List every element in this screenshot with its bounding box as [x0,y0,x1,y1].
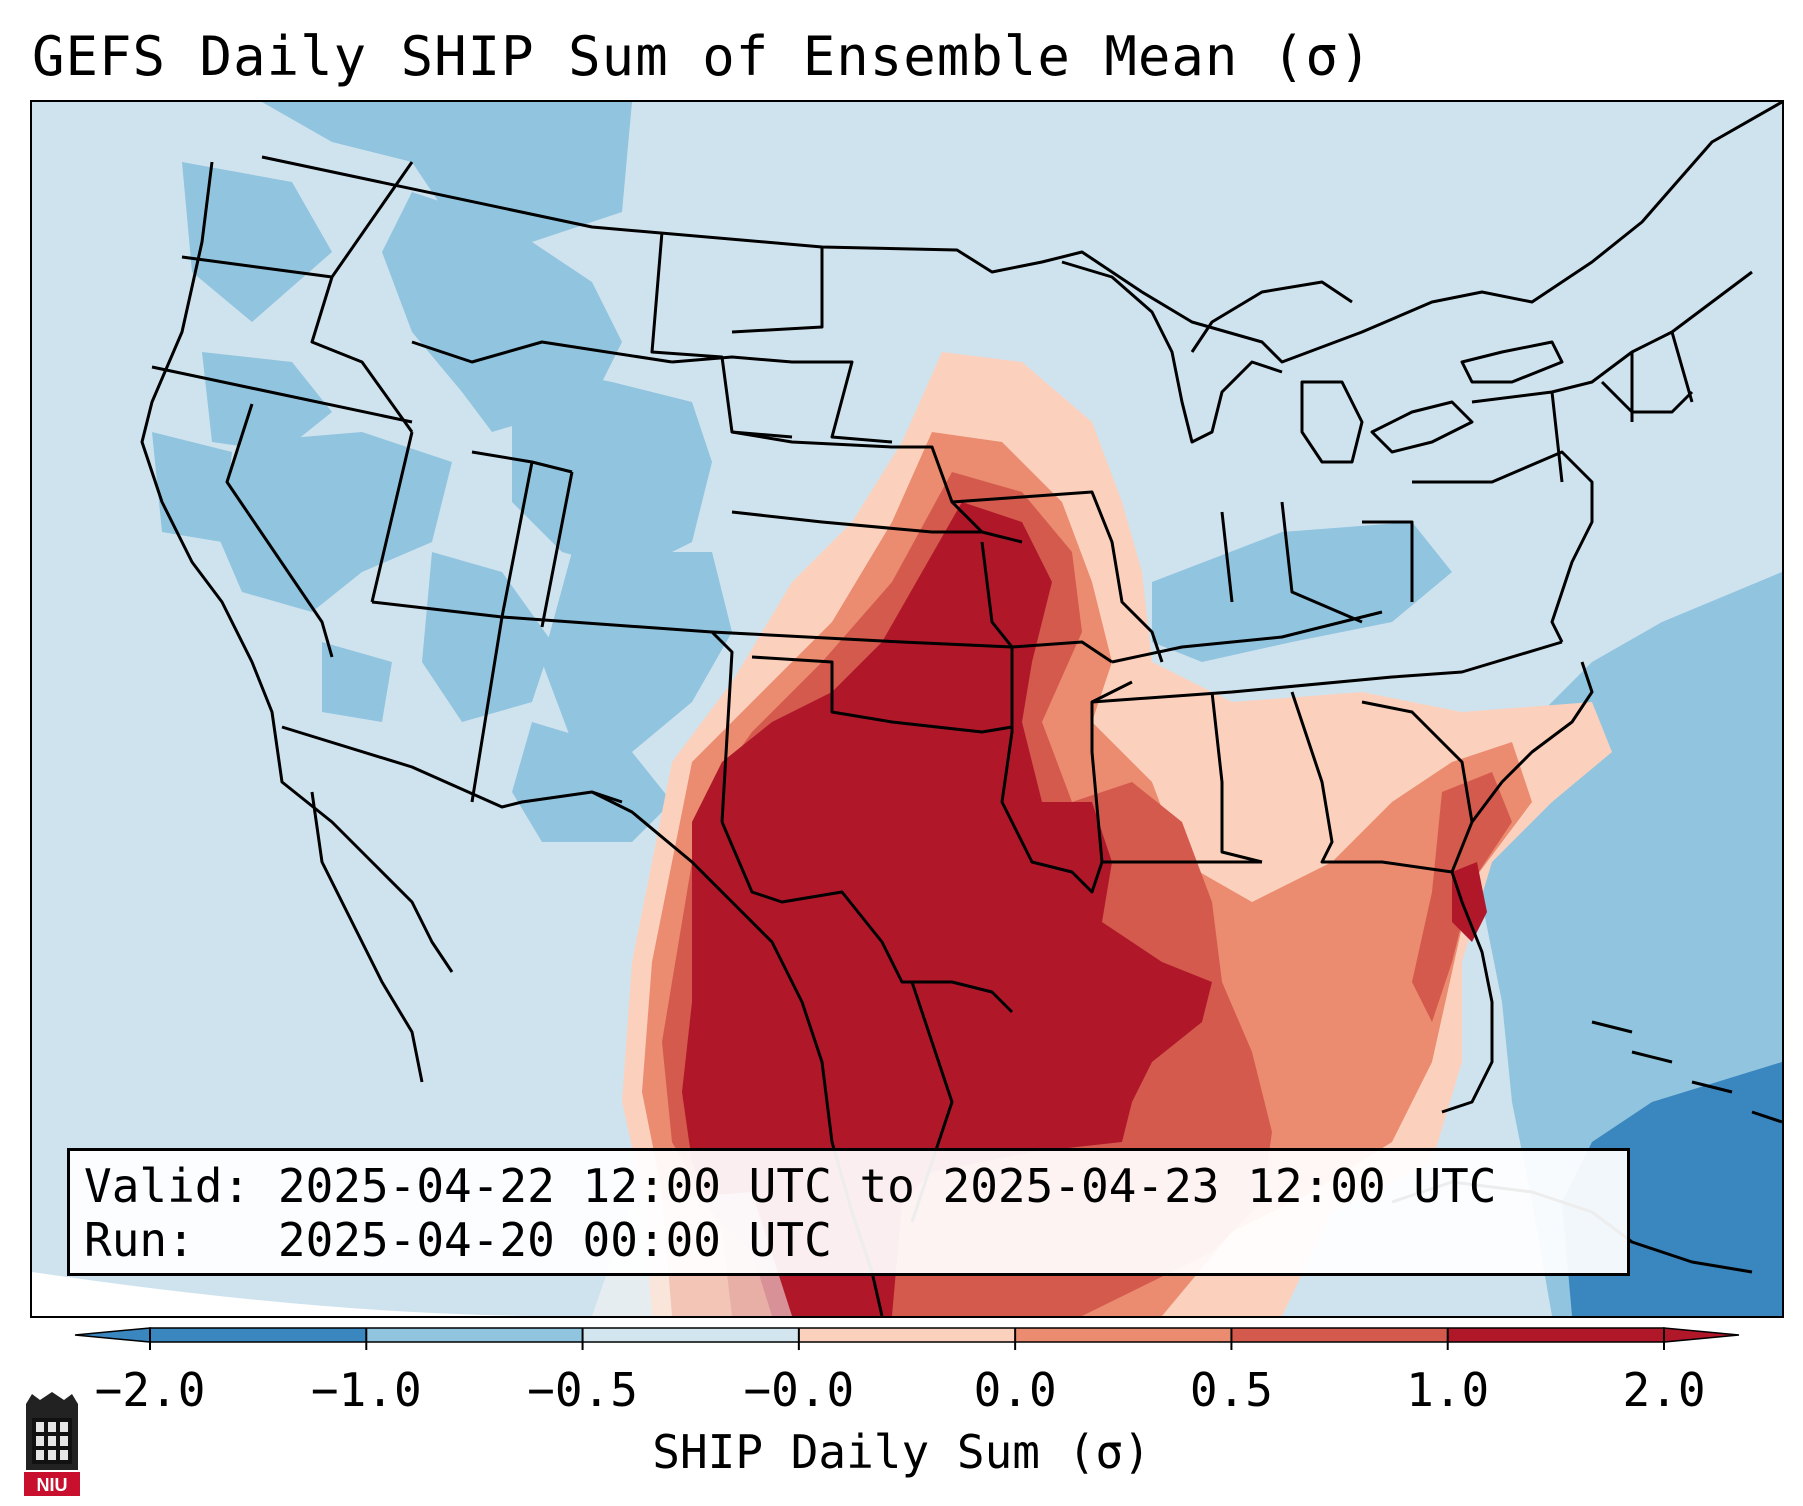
colorbar-tick-label: −2.0 [94,1363,206,1417]
colorbar-tick-label: −1.0 [310,1363,422,1417]
colorbar [74,1327,1740,1350]
colorbar-segment [1231,1328,1448,1342]
colorbar-extend-low [74,1327,151,1343]
state-boundaries [140,102,1782,1316]
colorbar-tick-label: 1.0 [1406,1363,1490,1417]
domain-edge [32,1272,552,1316]
colorbar-segment [582,1328,799,1342]
logo-text: NIU [37,1475,68,1495]
anomaly-map [32,102,1782,1316]
valid-value: 2025-04-22 12:00 UTC to 2025-04-23 12:00… [277,1159,1497,1213]
colorbar-segment [366,1328,583,1342]
colorbar-segment [798,1328,1016,1342]
colorbar-tick-label: 0.0 [973,1363,1057,1417]
map-panel [30,100,1784,1318]
run-value: 2025-04-20 00:00 UTC [277,1213,832,1267]
colorbar-segment [1015,1328,1232,1342]
valid-line: Valid: 2025-04-22 12:00 UTC to 2025-04-2… [84,1159,1496,1213]
colorbar-segment [150,1328,367,1342]
valid-label: Valid: [84,1159,251,1213]
colorbar-label: SHIP Daily Sum (σ) [652,1425,1151,1479]
run-line: Run: 2025-04-20 00:00 UTC [84,1213,832,1267]
positive-anomaly-extreme [682,502,1212,1316]
colorbar-tick-label: 2.0 [1622,1363,1706,1417]
chart-title: GEFS Daily SHIP Sum of Ensemble Mean (σ) [32,25,1373,88]
run-label: Run: [84,1213,195,1267]
niu-logo-icon: NIU [24,1392,80,1496]
colorbar-tick-label: −0.0 [743,1363,855,1417]
colorbar-tick-label: 0.5 [1189,1363,1273,1417]
colorbar-extend-high [1663,1327,1740,1343]
positive-anomaly-extreme-georgia [1452,862,1487,942]
negative-anomaly-west [152,102,732,842]
colorbar-segment [1447,1328,1664,1342]
valid-run-infobox: Valid: 2025-04-22 12:00 UTC to 2025-04-2… [67,1148,1630,1276]
colorbar-tick-label: −0.5 [527,1363,638,1417]
